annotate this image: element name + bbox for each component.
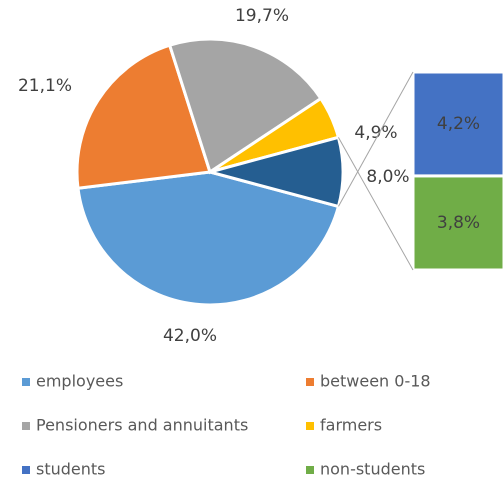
legend-label: farmers (320, 416, 382, 435)
connector (338, 71, 414, 207)
legend-label: students (36, 460, 106, 479)
connector (337, 137, 414, 271)
bar-segment (411, 174, 504, 272)
data-label: 42,0% (163, 326, 217, 346)
legend-marker (306, 422, 314, 430)
pie-slice (75, 43, 212, 190)
data-label: 3,8% (437, 213, 480, 233)
legend-label: employees (36, 372, 123, 391)
bar-segment (411, 70, 504, 178)
legend-marker (22, 378, 30, 386)
legend-marker (22, 466, 30, 474)
data-label: 4,2% (437, 114, 480, 134)
legend-label: between 0-18 (320, 372, 431, 391)
data-label: 8,0% (366, 167, 409, 187)
data-label: 21,1% (18, 76, 72, 96)
data-label: 4,9% (354, 123, 397, 143)
data-label: 19,7% (235, 6, 289, 26)
legend-label: Pensioners and annuitants (36, 416, 248, 435)
pie-slice (76, 170, 341, 307)
legend-marker (306, 466, 314, 474)
legend-label: non-students (320, 460, 425, 479)
legend-marker (22, 422, 30, 430)
pie-slice (167, 37, 323, 175)
legend-marker (306, 378, 314, 386)
